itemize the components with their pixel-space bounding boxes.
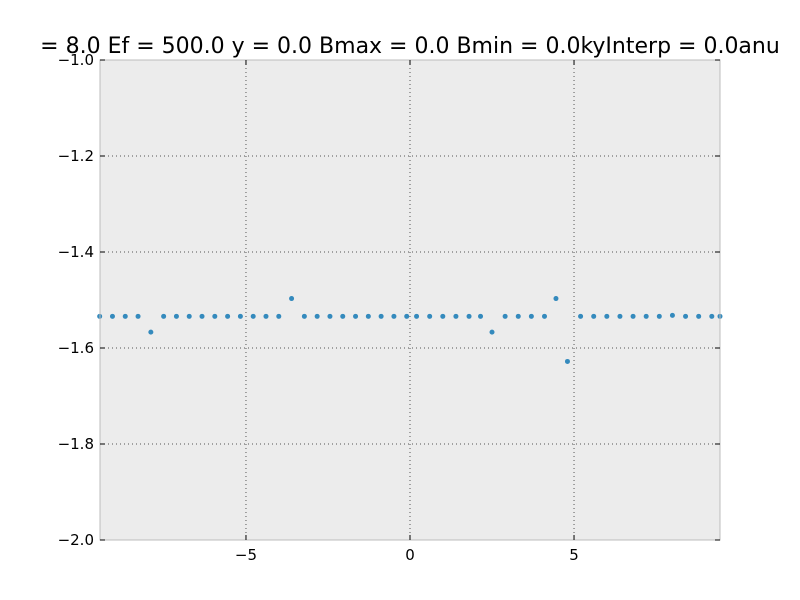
data-point: [617, 313, 623, 319]
data-point: [564, 358, 570, 364]
data-point: [301, 313, 307, 319]
data-point: [250, 313, 256, 319]
data-point: [553, 296, 559, 302]
data-point: [173, 313, 179, 319]
grid-lines: [100, 60, 720, 540]
data-point: [541, 313, 547, 319]
data-point: [237, 313, 243, 319]
data-point: [683, 313, 689, 319]
y-axis-tick-labels: −1.0 −1.2 −1.4 −1.6 −1.8 −2.0: [58, 51, 94, 549]
y-tick-label: −1.4: [58, 243, 94, 261]
x-tick-label: 5: [569, 546, 579, 564]
data-point: [427, 313, 433, 319]
data-point: [148, 329, 154, 335]
data-point: [340, 313, 346, 319]
data-point: [365, 313, 371, 319]
data-point: [478, 313, 484, 319]
data-point: [404, 313, 410, 319]
data-point: [604, 313, 610, 319]
data-point: [225, 313, 231, 319]
data-point: [289, 296, 295, 302]
y-tick-label: −1.2: [58, 147, 94, 165]
y-tick-label: −1.6: [58, 339, 94, 357]
data-point: [199, 313, 205, 319]
y-tick-label: −1.0: [58, 51, 94, 69]
data-point: [161, 313, 167, 319]
data-point: [466, 313, 472, 319]
data-point: [186, 313, 192, 319]
data-point: [630, 313, 636, 319]
y-tick-label: −1.8: [58, 435, 94, 453]
data-points: [97, 296, 723, 364]
data-point: [453, 313, 459, 319]
data-point: [327, 313, 333, 319]
y-tick-label: −2.0: [58, 531, 94, 549]
data-point: [696, 313, 702, 319]
data-point: [212, 313, 218, 319]
axis-ticks: [100, 59, 720, 541]
data-point: [353, 313, 359, 319]
data-point: [489, 329, 495, 335]
data-point: [709, 313, 715, 319]
data-point: [656, 313, 662, 319]
data-point: [643, 313, 649, 319]
data-point: [578, 313, 584, 319]
data-point: [391, 313, 397, 319]
data-point: [502, 313, 508, 319]
data-point: [276, 313, 282, 319]
data-point: [669, 312, 675, 318]
data-point: [414, 313, 420, 319]
data-point: [135, 313, 141, 319]
data-point: [314, 313, 320, 319]
data-point: [440, 313, 446, 319]
x-tick-label: 0: [405, 546, 415, 564]
data-point: [122, 313, 128, 319]
data-point: [515, 313, 521, 319]
data-point: [528, 313, 534, 319]
x-tick-label: −5: [235, 546, 257, 564]
chart-title: = 8.0 Ef = 500.0 y = 0.0 Bmax = 0.0 Bmin…: [40, 34, 780, 59]
data-point: [109, 313, 115, 319]
x-axis-tick-labels: −5 0 5: [235, 546, 579, 564]
data-point: [378, 313, 384, 319]
data-point: [591, 313, 597, 319]
data-point: [263, 313, 269, 319]
